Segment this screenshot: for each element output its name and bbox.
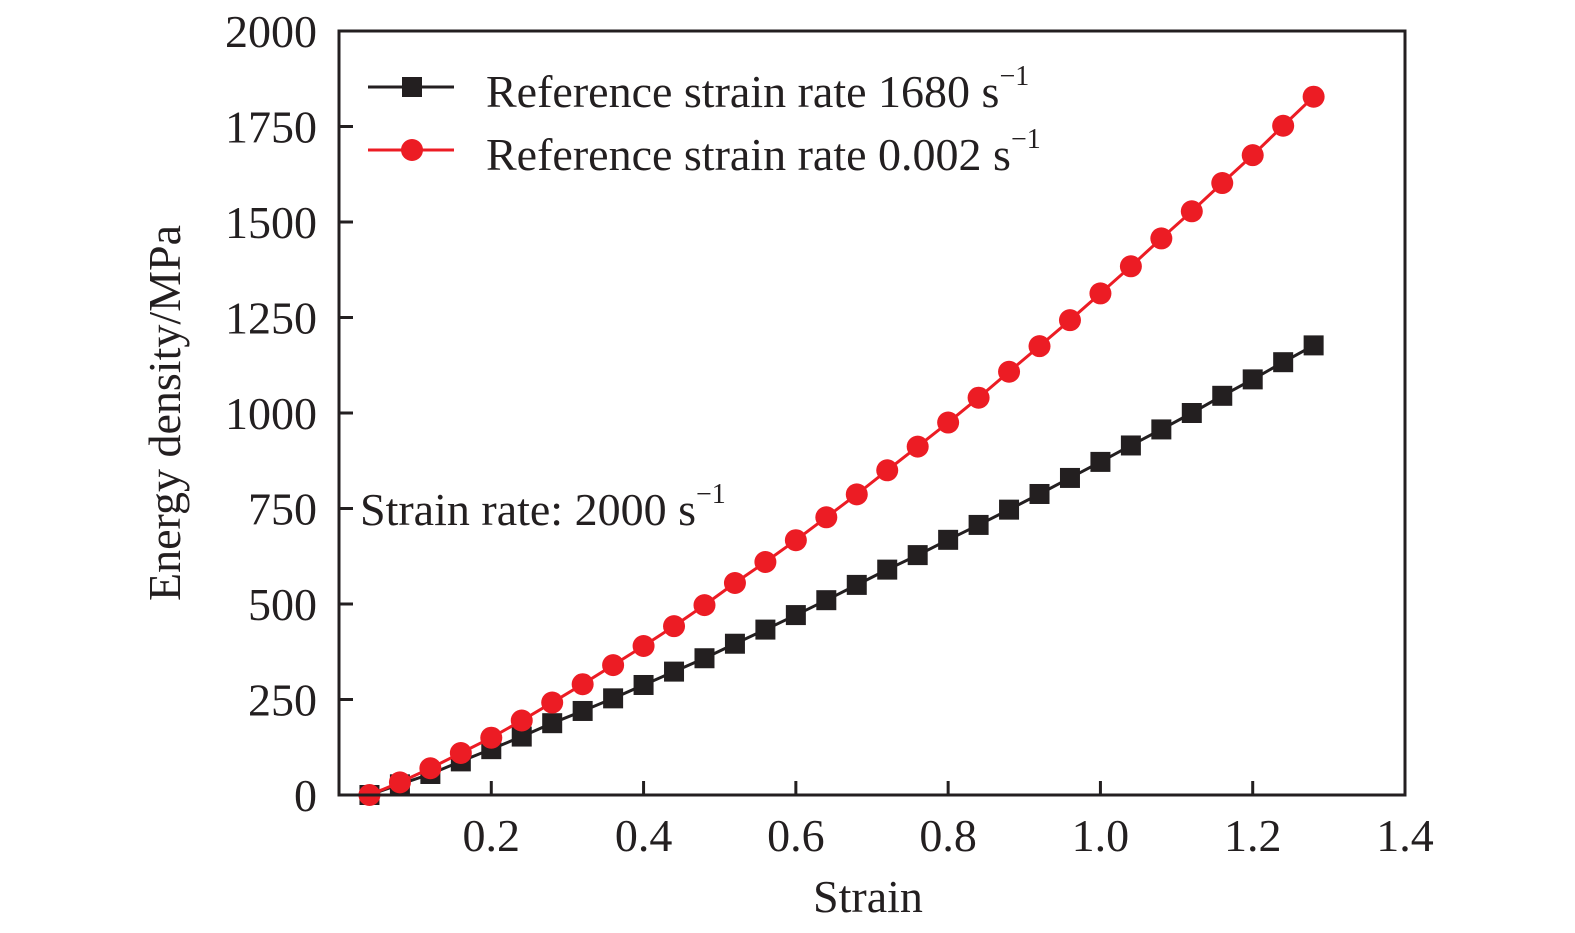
y-tick-label: 1250 <box>225 293 317 344</box>
series-reference-1680 <box>359 335 1324 805</box>
data-point-square <box>846 574 867 595</box>
legend: Reference strain rate 1680 s−1 Reference… <box>368 61 1041 180</box>
data-point-circle <box>967 386 990 409</box>
data-point-square <box>785 605 806 626</box>
data-point-circle <box>1302 85 1325 108</box>
data-point-circle <box>906 435 929 458</box>
data-point-circle <box>388 771 411 794</box>
y-tick-label: 250 <box>248 675 317 726</box>
data-point-circle <box>663 615 686 638</box>
data-point-square <box>999 499 1020 520</box>
data-point-square <box>1303 335 1324 356</box>
data-point-circle <box>815 506 838 529</box>
data-point-circle <box>693 594 716 617</box>
strain-rate-annotation: Strain rate: 2000 s <box>360 484 696 535</box>
legend-item-1680: Reference strain rate 1680 s−1 <box>368 61 1029 117</box>
x-tick-label: 0.6 <box>767 810 825 861</box>
legend-item-0002: Reference strain rate 0.002 s−1 <box>368 124 1041 180</box>
data-point-circle <box>876 459 899 482</box>
data-point-square <box>1059 467 1080 488</box>
data-point-square <box>968 514 989 535</box>
x-tick-label: 1.0 <box>1072 810 1130 861</box>
svg-text:Reference strain rate 0.002 s−: Reference strain rate 0.002 s−1 <box>486 124 1041 180</box>
data-point-circle <box>1028 335 1051 358</box>
series-line <box>368 95 1315 797</box>
data-point-square <box>755 619 776 640</box>
x-tick-label: 0.2 <box>463 810 521 861</box>
data-point-circle <box>1058 309 1081 332</box>
data-point-circle <box>1241 144 1264 167</box>
legend-sup-1680: −1 <box>999 61 1029 92</box>
x-tick-label: 1.2 <box>1224 810 1282 861</box>
data-point-square <box>724 633 745 654</box>
data-point-square <box>694 648 715 669</box>
data-point-circle <box>571 673 594 696</box>
data-point-square <box>1151 419 1172 440</box>
data-point-circle <box>1119 255 1142 278</box>
legend-marker-circle <box>401 139 423 161</box>
data-point-circle <box>510 709 533 732</box>
data-point-circle <box>602 654 625 677</box>
y-tick-label: 500 <box>248 579 317 630</box>
data-point-circle <box>1150 227 1173 250</box>
data-point-circle <box>937 411 960 434</box>
data-point-square <box>1181 403 1202 423</box>
ticks-layer: 0.2 0.4 0.6 0.8 1.0 1.2 1.4 0 250 500 750 1000 1250 1… <box>225 6 1434 861</box>
data-point-circle <box>723 571 746 594</box>
data-point-square <box>1212 385 1233 406</box>
y-tick-label: 1000 <box>225 388 317 439</box>
data-point-square <box>1120 435 1141 456</box>
data-point-circle <box>480 726 503 749</box>
y-tick-label: 750 <box>248 484 317 535</box>
data-point-circle <box>419 757 442 780</box>
y-tick-label: 1500 <box>225 197 317 248</box>
data-point-circle <box>784 529 807 552</box>
x-tick-label: 0.8 <box>919 810 977 861</box>
data-point-square <box>664 661 685 682</box>
x-tick-label: 1.4 <box>1376 810 1434 861</box>
legend-sup-0002: −1 <box>1011 124 1041 155</box>
data-point-square <box>511 726 532 747</box>
data-point-square <box>542 713 563 734</box>
legend-marker-square <box>402 77 422 97</box>
svg-text:Strain rate: 2000 s−1: Strain rate: 2000 s−1 <box>360 479 726 535</box>
data-point-circle <box>754 550 777 573</box>
data-point-circle <box>998 360 1021 383</box>
data-point-square <box>907 545 928 566</box>
y-tick-label: 1750 <box>225 102 317 153</box>
legend-label-0002: Reference strain rate 0.002 s <box>486 129 1011 180</box>
data-point-square <box>1029 483 1050 504</box>
svg-text:Reference strain rate 1680 s−1: Reference strain rate 1680 s−1 <box>486 61 1029 117</box>
y-tick-label: 0 <box>294 770 317 821</box>
data-point-square <box>633 674 654 695</box>
data-point-square <box>938 529 959 550</box>
data-point-square <box>1273 352 1294 373</box>
data-point-square <box>1242 369 1263 390</box>
x-tick-label: 0.4 <box>615 810 673 861</box>
data-point-circle <box>1211 172 1234 195</box>
data-point-circle <box>1272 114 1295 137</box>
data-point-square <box>572 700 593 721</box>
data-point-circle <box>1180 200 1203 223</box>
data-point-circle <box>1089 282 1112 305</box>
y-tick-label: 2000 <box>225 6 317 57</box>
data-point-circle <box>541 691 564 714</box>
data-point-circle <box>632 635 655 658</box>
series-layer <box>358 85 1325 806</box>
strain-rate-annotation-sup: −1 <box>696 479 726 510</box>
data-point-square <box>877 559 898 580</box>
data-point-square <box>1090 451 1111 472</box>
legend-label-1680: Reference strain rate 1680 s <box>486 66 999 117</box>
data-point-circle <box>845 483 868 506</box>
data-point-square <box>603 688 624 709</box>
series-reference-0002 <box>358 85 1325 806</box>
data-point-circle <box>449 741 472 764</box>
x-axis-title: Strain <box>813 871 923 922</box>
data-point-square <box>816 590 837 611</box>
y-axis-title: Energy density/MPa <box>139 225 190 601</box>
